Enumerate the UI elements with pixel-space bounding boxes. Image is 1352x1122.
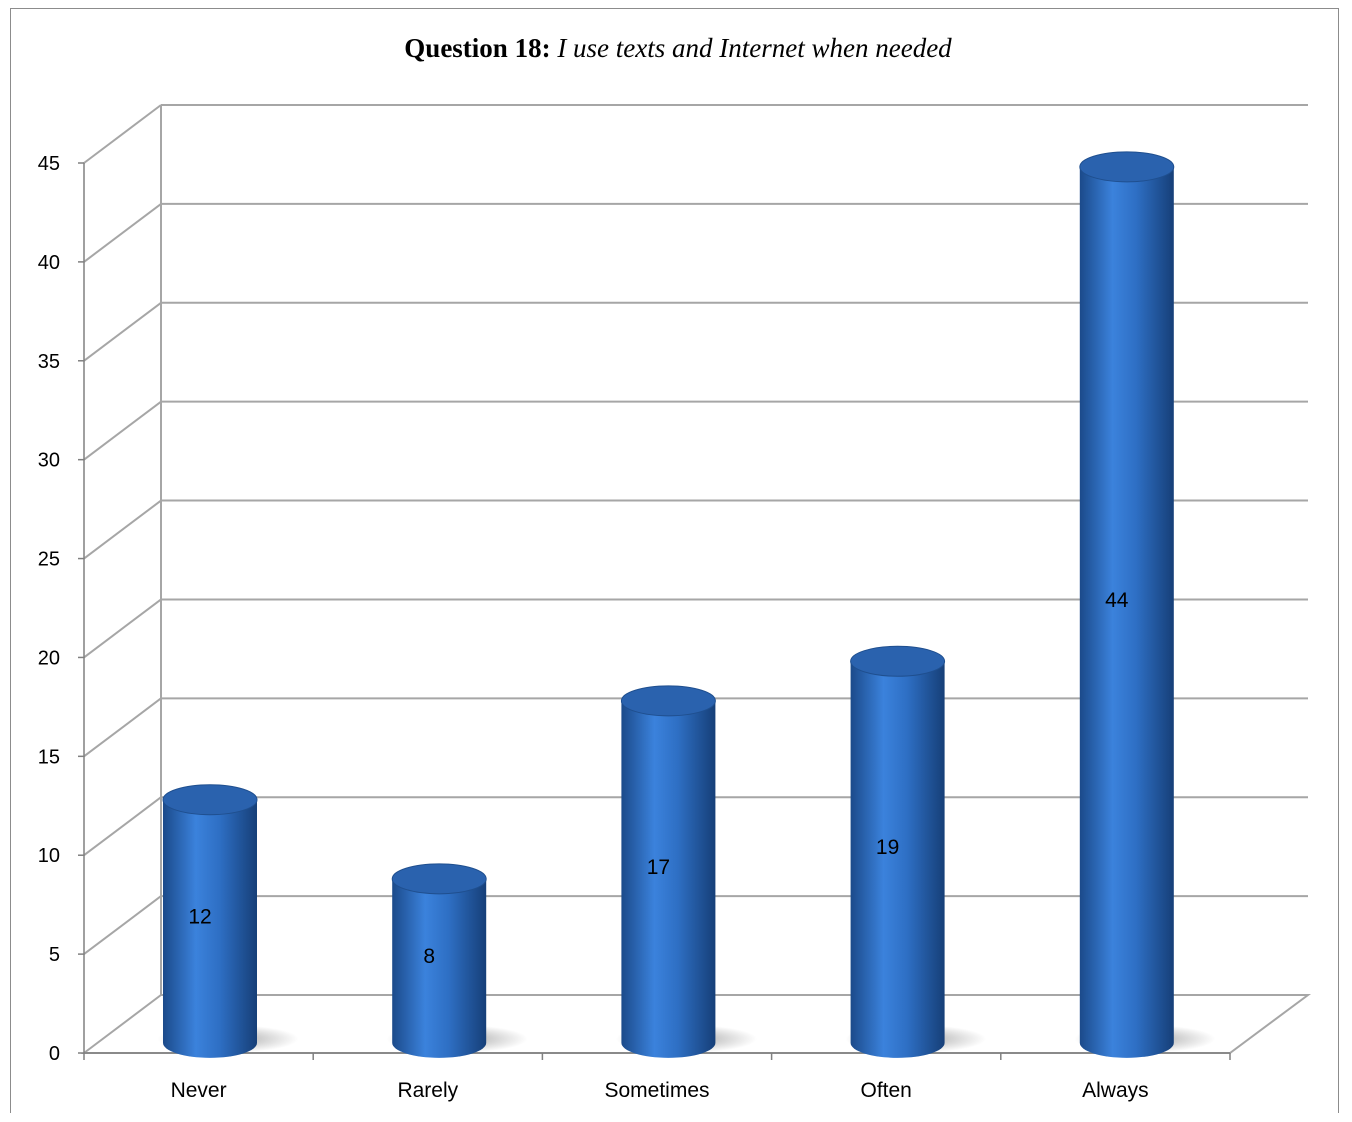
bar-top (391, 863, 487, 895)
data-label: 12 (188, 905, 211, 928)
gridline-side (83, 598, 162, 659)
gridline-side (83, 499, 162, 560)
x-category-label: Always (1082, 1079, 1149, 1102)
data-label: 19 (876, 836, 899, 859)
y-tick-label: 5 (49, 944, 60, 966)
y-tick-label: 45 (38, 153, 60, 175)
data-label: 8 (423, 945, 435, 968)
chart-title-bold: Question 18: (404, 33, 550, 63)
data-label: 44 (1105, 589, 1129, 612)
gridline-side (83, 301, 162, 362)
bar-top (850, 645, 946, 677)
x-category-label: Sometimes (604, 1079, 709, 1102)
y-tick-label: 20 (38, 647, 60, 669)
gridline-side (83, 104, 162, 164)
bar-layer (157, 151, 1216, 1058)
y-tick-label: 40 (38, 252, 60, 274)
bar-rarely (392, 878, 487, 1058)
y-tick-label: 30 (38, 450, 60, 472)
gridline-side (83, 796, 162, 857)
x-category-label: Never (171, 1079, 227, 1102)
x-category-label: Often (861, 1079, 912, 1102)
bar-often (850, 661, 945, 1058)
y-tick-label: 15 (38, 746, 60, 768)
gridline-side (83, 895, 162, 955)
y-tick-label: 0 (49, 1043, 60, 1065)
bar-sometimes (621, 700, 716, 1058)
bar-top (162, 784, 258, 816)
bar-never (163, 799, 257, 1058)
y-tick-label: 10 (38, 845, 60, 867)
y-tick-label: 35 (38, 351, 60, 373)
gridline-side (83, 203, 162, 263)
bar-top (1079, 151, 1175, 183)
gridline-side (83, 697, 162, 758)
chart-title-italic: I use texts and Internet when needed (556, 33, 952, 63)
bar-top (620, 685, 716, 717)
gridline-side (83, 400, 162, 461)
bar-always (1079, 166, 1174, 1058)
data-label: 17 (647, 856, 670, 879)
y-tick-label: 25 (38, 549, 60, 571)
label-layer: 12 8 17 19 44 (188, 589, 1128, 968)
x-category-label: Rarely (397, 1079, 458, 1102)
chart-title: Question 18: I use texts and Internet wh… (404, 33, 952, 63)
